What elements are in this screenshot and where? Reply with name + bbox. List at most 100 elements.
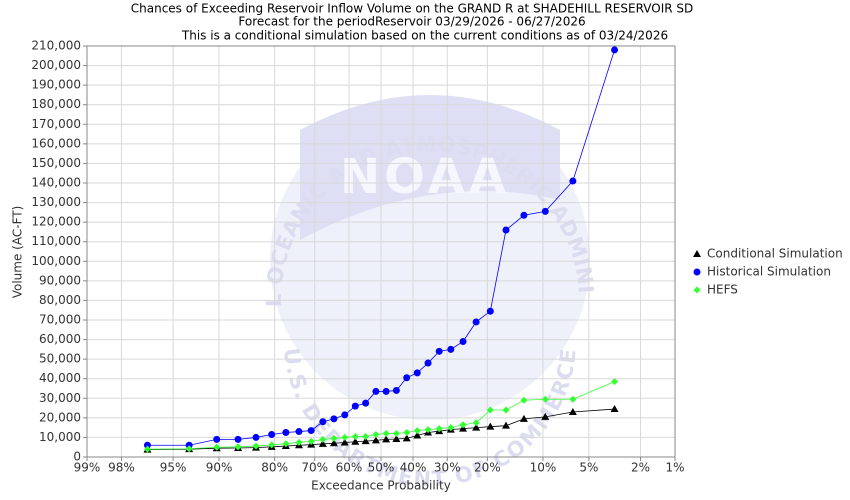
- y-tick-label: 50,000: [39, 352, 81, 366]
- marker: [413, 431, 422, 439]
- marker: [351, 437, 360, 445]
- watermark-bird: [300, 95, 560, 240]
- marker: [362, 399, 370, 407]
- marker: [329, 439, 338, 447]
- marker: [459, 338, 467, 346]
- series-line: [147, 408, 615, 450]
- marker: [403, 374, 411, 382]
- marker: [447, 424, 455, 432]
- y-tick-label: 80,000: [39, 293, 81, 307]
- marker: [403, 429, 411, 437]
- marker: [502, 406, 510, 414]
- legend-label: Conditional Simulation: [707, 247, 843, 261]
- marker: [307, 427, 315, 435]
- marker: [372, 387, 380, 395]
- marker: [569, 177, 577, 185]
- marker: [213, 435, 221, 443]
- y-tick-label: 180,000: [31, 97, 81, 111]
- marker: [382, 435, 391, 443]
- x-tick-label: 40%: [400, 461, 427, 475]
- y-tick-label: 150,000: [31, 156, 81, 170]
- marker: [435, 347, 443, 355]
- marker: [424, 426, 432, 434]
- marker: [472, 419, 480, 427]
- marker: [330, 434, 338, 442]
- x-tick-label: 30%: [434, 461, 461, 475]
- legend: Conditional Simulation Historical Simulat…: [693, 247, 843, 297]
- y-tick-label: 130,000: [31, 195, 81, 209]
- marker: [371, 436, 380, 444]
- marker: [319, 418, 327, 426]
- x-tick-label: 5%: [579, 461, 598, 475]
- marker: [185, 445, 193, 453]
- marker: [486, 406, 494, 414]
- marker: [459, 421, 467, 429]
- y-tick-label: 140,000: [31, 176, 81, 190]
- y-tick-label: 210,000: [31, 39, 81, 53]
- marker: [568, 407, 577, 415]
- x-tick-label: 60%: [336, 461, 363, 475]
- marker: [318, 439, 327, 447]
- y-tick-label: 110,000: [31, 234, 81, 248]
- marker: [143, 445, 151, 453]
- marker: [413, 369, 421, 377]
- y-tick-label: 90,000: [39, 273, 81, 287]
- marker: [213, 443, 221, 451]
- marker: [282, 429, 290, 437]
- marker: [382, 387, 390, 395]
- x-tick-label: 70%: [301, 461, 328, 475]
- marker: [319, 435, 327, 443]
- series: [143, 46, 619, 449]
- chart-title: Chances of Exceeding Reservoir Inflow Vo…: [131, 2, 694, 16]
- marker: [268, 430, 276, 438]
- x-tick-label: 50%: [368, 461, 395, 475]
- marker: [541, 207, 549, 215]
- marker: [693, 250, 701, 257]
- marker: [295, 428, 303, 436]
- marker: [252, 442, 260, 450]
- marker: [502, 226, 510, 234]
- y-tick-label: 190,000: [31, 78, 81, 92]
- x-tick-label: 98%: [108, 461, 135, 475]
- marker: [610, 405, 619, 413]
- marker: [447, 345, 455, 353]
- marker: [520, 211, 528, 219]
- marker: [340, 438, 349, 446]
- x-tick-label: 90%: [206, 461, 233, 475]
- marker: [472, 318, 480, 326]
- x-tick-label: 95%: [160, 461, 187, 475]
- y-tick-label: 120,000: [31, 215, 81, 229]
- marker: [382, 430, 390, 438]
- marker: [282, 440, 290, 448]
- marker: [341, 411, 349, 419]
- series: [143, 378, 619, 453]
- y-tick-label: 10,000: [39, 430, 81, 444]
- marker: [234, 435, 242, 443]
- y-tick-label: 20,000: [39, 410, 81, 424]
- legend-label: Historical Simulation: [707, 265, 831, 279]
- x-tick-label: 20%: [474, 461, 501, 475]
- marker: [143, 441, 151, 449]
- marker: [185, 441, 193, 449]
- y-tick-label: 60,000: [39, 332, 81, 346]
- chart-subtitle: This is a conditional simulation based o…: [181, 29, 668, 43]
- marker: [424, 359, 432, 367]
- marker: [693, 268, 701, 276]
- marker: [361, 437, 370, 445]
- marker: [486, 422, 495, 430]
- marker: [372, 430, 380, 438]
- x-tick-label: 2%: [631, 461, 650, 475]
- marker: [392, 430, 400, 438]
- marker: [472, 423, 481, 431]
- plot-frame: [86, 45, 676, 458]
- legend-label: HEFS: [707, 283, 738, 297]
- marker: [693, 286, 701, 294]
- marker: [541, 395, 549, 403]
- marker: [295, 438, 303, 446]
- marker: [402, 434, 411, 442]
- y-tick-label: 200,000: [31, 58, 81, 72]
- y-tick-label: 40,000: [39, 371, 81, 385]
- y-tick-label: 30,000: [39, 391, 81, 405]
- marker: [351, 432, 359, 440]
